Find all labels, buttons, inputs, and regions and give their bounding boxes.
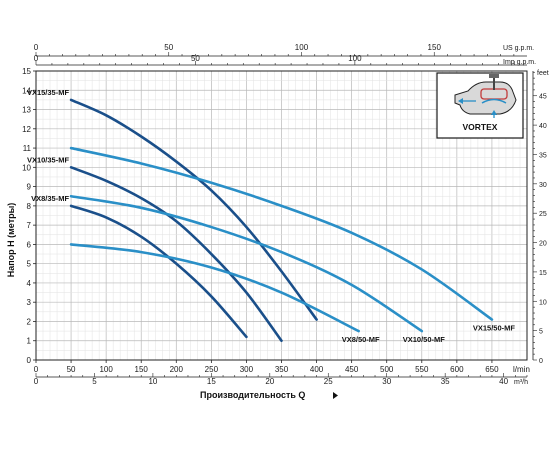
- y-tick-label: 13: [22, 106, 31, 115]
- x-tick-label: 50: [67, 365, 76, 374]
- feet-label: 35: [539, 152, 547, 159]
- series-curve-0: [69, 98, 318, 321]
- m3h-unit: m³/h: [514, 379, 528, 386]
- vortex-pump-icon: [454, 74, 517, 118]
- m3h-label: 10: [148, 377, 157, 386]
- us-gpm-label: 50: [164, 43, 173, 52]
- y-tick-label: 2: [27, 317, 32, 326]
- x-unit-label: l/min: [513, 365, 530, 374]
- x-tick-label: 400: [310, 365, 324, 374]
- feet-label: 15: [539, 270, 547, 277]
- m3h-label: 5: [92, 377, 97, 386]
- feet-label: 10: [539, 299, 547, 306]
- y-tick-label: 6: [27, 240, 32, 249]
- series-curve-2: [69, 204, 248, 339]
- imp-gpm-label: 100: [348, 54, 362, 63]
- series-curve-3: [69, 146, 494, 321]
- y-axis-title: Напор H (метры): [6, 203, 16, 278]
- x-axis-title: Производительность Q: [200, 390, 305, 400]
- imp-gpm-unit: Imp g.p.m.: [503, 59, 536, 66]
- y-tick-label: 15: [22, 67, 31, 76]
- feet-label: 30: [539, 182, 547, 189]
- us-gpm-label: 100: [295, 43, 309, 52]
- y-tick-label: 8: [27, 202, 32, 211]
- m3h-label: 30: [382, 377, 391, 386]
- m3h-label: 40: [499, 377, 508, 386]
- y-tick-label: 7: [27, 221, 32, 230]
- series-label-5: VX8/50-MF: [342, 335, 380, 344]
- feet-label: 40: [539, 123, 547, 130]
- feet-label: 5: [539, 329, 543, 336]
- m3h-label: 15: [207, 377, 216, 386]
- x-tick-label: 500: [380, 365, 394, 374]
- series-label-3: VX15/50-MF: [473, 324, 516, 333]
- x-tick-label: 100: [99, 365, 113, 374]
- m3h-label: 20: [265, 377, 274, 386]
- us-gpm-label: 0: [34, 43, 39, 52]
- x-tick-label: 200: [170, 365, 184, 374]
- m3h-label: 25: [324, 377, 333, 386]
- feet-unit: feet: [537, 70, 549, 77]
- y-tick-label: 9: [27, 183, 32, 192]
- imp-gpm-label: 0: [34, 54, 39, 63]
- us-gpm-label: 150: [428, 43, 442, 52]
- x-tick-label: 550: [415, 365, 429, 374]
- inset-label: VORTEX: [463, 122, 498, 132]
- series-curve-4: [69, 194, 424, 333]
- y-tick-label: 11: [23, 144, 32, 153]
- series-label-4: VX10/50-MF: [403, 335, 446, 344]
- series-label-2: VX8/35-MF: [31, 194, 69, 203]
- y-tick-label: 3: [27, 298, 32, 307]
- imp-gpm-label: 50: [191, 54, 200, 63]
- feet-label: 45: [539, 94, 547, 101]
- y-tick-label: 5: [27, 260, 32, 269]
- vortex-inset: VORTEX: [436, 72, 524, 139]
- x-tick-label: 300: [240, 365, 254, 374]
- x-tick-label: 350: [275, 365, 289, 374]
- y-tick-label: 0: [27, 356, 32, 365]
- series-curve-1: [69, 166, 283, 343]
- x-tick-label: 250: [205, 365, 219, 374]
- axes: 0 50 100 150 200 250 300 350 400 450 500 550 600 650 l…: [22, 43, 549, 386]
- series-label-1: VX10/35-MF: [27, 155, 70, 164]
- x-tick-label: 450: [345, 365, 359, 374]
- x-tick-label: 650: [485, 365, 499, 374]
- series-curve-5: [69, 243, 360, 333]
- m3h-label: 35: [441, 377, 450, 386]
- y-tick-label: 1: [27, 337, 32, 346]
- x-arrow-icon: [333, 392, 338, 399]
- us-gpm-unit: US g.p.m.: [503, 45, 534, 52]
- y-tick-label: 4: [27, 279, 32, 288]
- curves: [69, 98, 494, 343]
- x-tick-label: 150: [135, 365, 149, 374]
- feet-label: 25: [539, 211, 547, 218]
- y-tick-label: 12: [22, 125, 31, 134]
- labels: VX15/35-MF VX10/35-MF VX8/35-MF VX15/50-MF V…: [27, 88, 515, 344]
- y-tick-label: 10: [22, 163, 31, 172]
- feet-label: 0: [539, 358, 543, 365]
- x-tick-label: 600: [450, 365, 464, 374]
- series-label-0: VX15/35-MF: [27, 88, 70, 97]
- m3h-label: 0: [34, 377, 39, 386]
- x-title-group: Производительность Q: [200, 390, 338, 400]
- x-tick-label: 0: [34, 365, 39, 374]
- feet-label: 20: [539, 241, 547, 248]
- y-tick-label: 14: [22, 86, 31, 95]
